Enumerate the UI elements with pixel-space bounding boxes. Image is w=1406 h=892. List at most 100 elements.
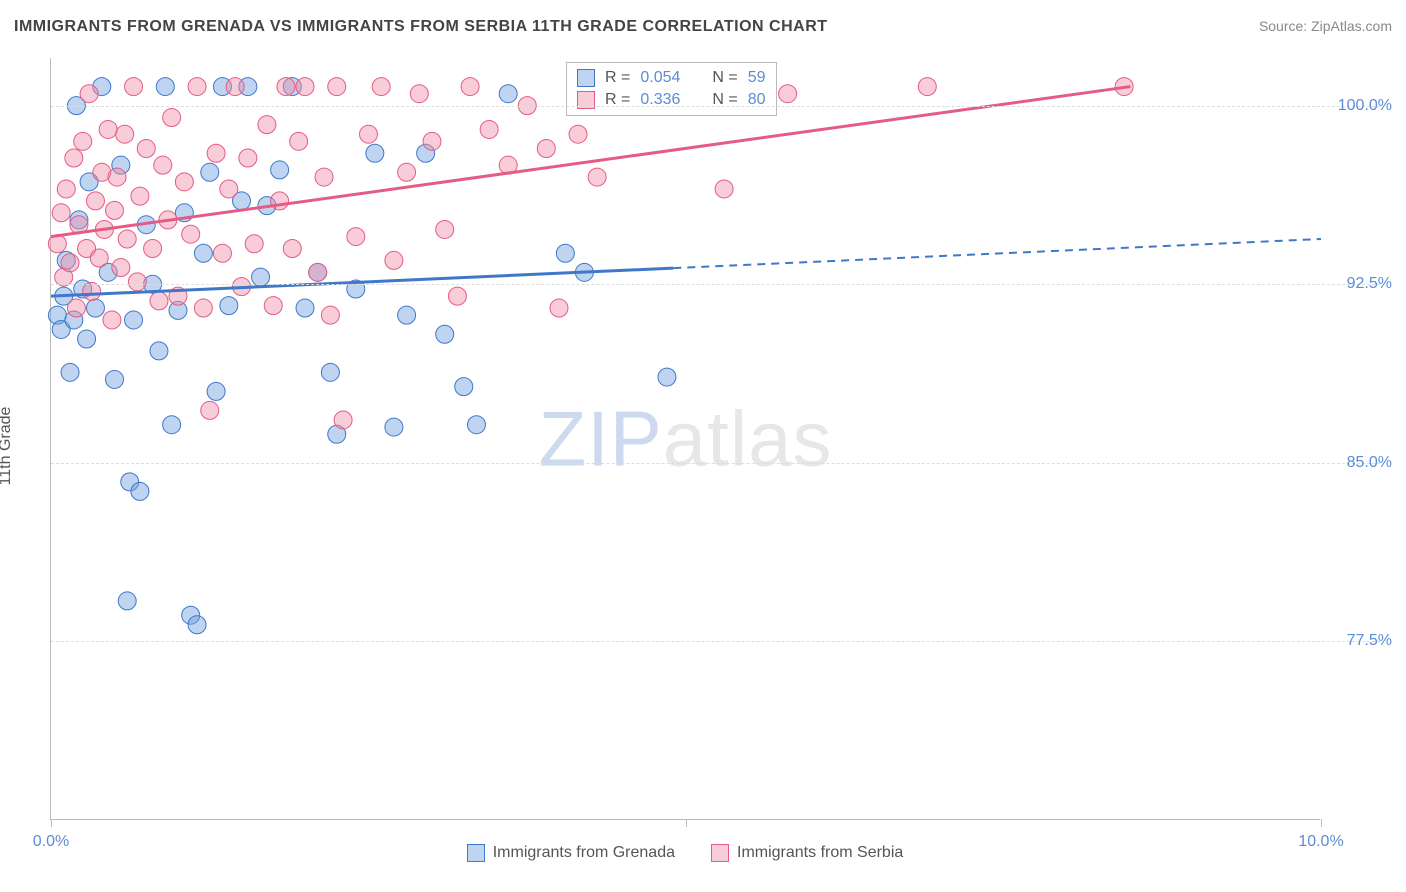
scatter-point-serbia [347,228,365,246]
scatter-point-grenada [201,163,219,181]
scatter-point-serbia [150,292,168,310]
scatter-point-serbia [99,120,117,138]
scatter-point-serbia [48,235,66,253]
scatter-point-serbia [245,235,263,253]
scatter-point-serbia [80,85,98,103]
bottom-legend: Immigrants from Grenada Immigrants from S… [50,844,1320,862]
scatter-point-grenada [118,592,136,610]
gridline [51,463,1380,464]
legend-item-grenada: Immigrants from Grenada [467,844,675,862]
stats-row-grenada: R =0.054N =59 [577,67,766,89]
scatter-point-serbia [118,230,136,248]
chart-title: IMMIGRANTS FROM GRENADA VS IMMIGRANTS FR… [14,18,828,36]
scatter-point-serbia [918,78,936,96]
legend-swatch [711,844,729,862]
scatter-point-serbia [67,299,85,317]
scatter-point-serbia [480,120,498,138]
scatter-point-serbia [103,311,121,329]
scatter-point-serbia [108,168,126,186]
scatter-point-serbia [296,78,314,96]
scatter-point-serbia [537,139,555,157]
scatter-point-grenada [163,416,181,434]
scatter-point-serbia [226,78,244,96]
scatter-point-serbia [154,156,172,174]
scatter-point-serbia [461,78,479,96]
scatter-point-grenada [207,382,225,400]
scatter-point-serbia [61,254,79,272]
scatter-point-serbia [194,299,212,317]
x-tick [1321,819,1322,827]
scatter-point-grenada [106,370,124,388]
scatter-point-serbia [52,204,70,222]
scatter-point-serbia [112,259,130,277]
legend-label: Immigrants from Grenada [493,844,675,862]
scatter-point-serbia [106,201,124,219]
scatter-point-serbia [423,132,441,150]
scatter-point-serbia [74,132,92,150]
scatter-point-serbia [207,144,225,162]
scatter-point-serbia [448,287,466,305]
scatter-point-serbia [277,78,295,96]
scatter-point-serbia [321,306,339,324]
scatter-point-grenada [86,299,104,317]
stats-legend: R =0.054N =59R =0.336N =80 [566,62,777,116]
y-tick-label: 100.0% [1332,97,1392,115]
gridline [51,641,1380,642]
scatter-point-serbia [309,263,327,281]
scatter-point-grenada [556,244,574,262]
scatter-point-grenada [61,363,79,381]
x-tick [686,819,687,827]
legend-label: Immigrants from Serbia [737,844,903,862]
scatter-point-serbia [144,240,162,258]
scatter-point-serbia [334,411,352,429]
scatter-point-grenada [150,342,168,360]
x-tick [51,819,52,827]
scatter-point-serbia [715,180,733,198]
scatter-point-serbia [128,273,146,291]
scatter-point-grenada [131,482,149,500]
scatter-point-serbia [137,139,155,157]
scatter-point-serbia [201,401,219,419]
gridline [51,284,1380,285]
scatter-point-serbia [116,125,134,143]
scatter-point-serbia [65,149,83,167]
scatter-point-serbia [385,251,403,269]
y-tick-label: 77.5% [1332,632,1392,650]
scatter-point-serbia [283,240,301,258]
scatter-point-grenada [125,311,143,329]
scatter-point-serbia [239,149,257,167]
y-tick-label: 85.0% [1332,454,1392,472]
legend-item-serbia: Immigrants from Serbia [711,844,903,862]
scatter-point-grenada [188,616,206,634]
legend-swatch [577,69,595,87]
scatter-point-serbia [410,85,428,103]
scatter-point-serbia [315,168,333,186]
scatter-point-serbia [779,85,797,103]
trend-line-ext-grenada [673,239,1321,268]
scatter-point-serbia [258,116,276,134]
stat-n-label: N = [712,69,737,87]
scatter-point-serbia [175,173,193,191]
y-axis-label: 11th Grade [0,407,15,486]
scatter-point-serbia [188,78,206,96]
scatter-point-serbia [57,180,75,198]
scatter-point-grenada [156,78,174,96]
scatter-point-grenada [296,299,314,317]
scatter-point-serbia [131,187,149,205]
scatter-point-serbia [550,299,568,317]
scatter-point-grenada [398,306,416,324]
scatter-point-grenada [78,330,96,348]
stat-r-value: 0.054 [640,69,680,87]
scatter-point-serbia [436,220,454,238]
scatter-point-grenada [658,368,676,386]
source-label: Source: ZipAtlas.com [1259,18,1392,34]
scatter-point-grenada [271,161,289,179]
scatter-point-grenada [321,363,339,381]
scatter-point-serbia [588,168,606,186]
scatter-point-grenada [436,325,454,343]
scatter-point-grenada [499,85,517,103]
scatter-point-grenada [220,297,238,315]
legend-swatch [467,844,485,862]
scatter-point-serbia [220,180,238,198]
scatter-point-serbia [163,109,181,127]
